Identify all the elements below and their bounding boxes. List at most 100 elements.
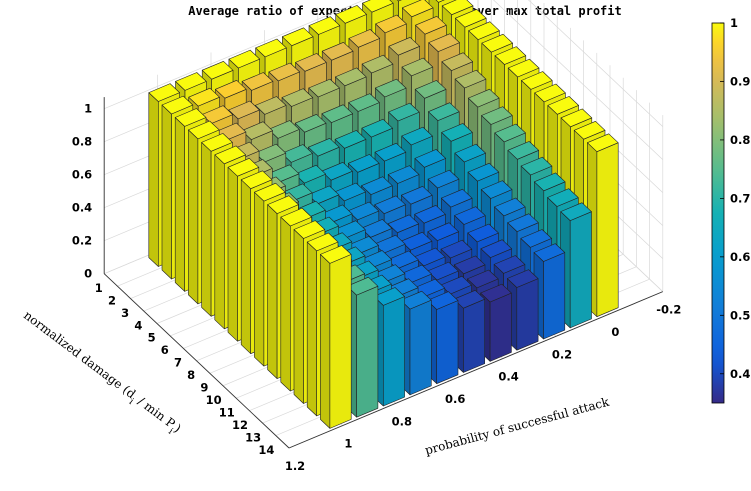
bar-top-face xyxy=(361,118,393,138)
bar-top-face xyxy=(401,0,434,18)
bar-side-face xyxy=(293,229,304,404)
bar-top-face xyxy=(560,202,592,221)
bar-front-face xyxy=(409,299,432,396)
x-tick-label: 0.6 xyxy=(445,392,465,406)
y-tick-label: 2 xyxy=(108,293,116,307)
bar-top-face xyxy=(388,36,420,56)
bar-top-face xyxy=(175,72,207,91)
bar-top-face xyxy=(494,123,526,143)
bar-top-face xyxy=(428,33,460,52)
bar-top-face xyxy=(188,120,220,140)
bar-top-face xyxy=(467,269,499,289)
bar-top-face xyxy=(467,162,500,182)
y-tick-label: 5 xyxy=(148,331,156,345)
bar-side-face xyxy=(280,216,291,392)
bar xyxy=(587,133,619,318)
bar-top-face xyxy=(453,255,486,275)
y-axis-line xyxy=(103,273,290,449)
bar-top-face xyxy=(214,145,246,165)
bar-top-face xyxy=(227,158,260,177)
y-tick-label: 6 xyxy=(161,343,169,357)
colorbar: 0.4 0.5 0.6 0.7 0.8 0.9 1 xyxy=(711,16,750,404)
bar-top-face xyxy=(161,95,194,115)
bar-top-face xyxy=(174,108,207,127)
bar-top-face xyxy=(454,206,486,225)
bar xyxy=(506,269,539,351)
bar-top-face xyxy=(427,169,460,189)
bar-top-face xyxy=(481,33,513,53)
colorbar-gradient xyxy=(711,22,725,404)
bar-top-face xyxy=(308,16,341,35)
bar-top-face xyxy=(335,67,367,87)
y-tick-label: 12 xyxy=(232,418,248,432)
bar-top-face xyxy=(228,100,260,120)
bar-top-face xyxy=(494,46,527,65)
bar-top-face xyxy=(375,14,407,34)
bar-top-face xyxy=(148,83,180,102)
bar-front-face xyxy=(329,254,352,429)
bar-front-face xyxy=(516,278,539,351)
colorbar-ticks: 0.4 0.5 0.6 0.7 0.8 0.9 1 xyxy=(720,16,750,381)
bar-top-face xyxy=(435,0,445,3)
colorbar-tick-label: 0.5 xyxy=(730,308,750,322)
bar-top-face xyxy=(215,80,247,99)
x-tick-label: -0.2 xyxy=(656,303,681,317)
bar-top-face xyxy=(480,239,513,258)
bar-top-face xyxy=(348,29,381,48)
bar-top-face xyxy=(587,133,619,152)
bar-top-face xyxy=(480,180,513,199)
bar-top-face xyxy=(254,182,286,202)
bar-top-face xyxy=(454,69,487,89)
bar xyxy=(560,202,592,329)
bar-front-face xyxy=(463,298,486,373)
y-tick-label: 9 xyxy=(200,381,208,395)
bar-top-face xyxy=(468,21,500,40)
bar-top-face xyxy=(374,78,407,98)
bar-top-face xyxy=(454,143,486,163)
bar-top-face xyxy=(320,245,352,264)
y-tick-label: 13 xyxy=(245,430,261,444)
colorbar-tick-label: 0.6 xyxy=(730,250,750,264)
bars xyxy=(148,0,619,429)
x-tick-label: 0 xyxy=(611,325,619,339)
axis-ticks: 1.210.80.60.40.20-0.21234567891011121314… xyxy=(72,102,682,473)
grid-line xyxy=(493,0,664,160)
bar-top-face xyxy=(440,239,473,259)
y-axis-label-sub2: i xyxy=(166,427,174,437)
bar-top-face xyxy=(521,71,553,90)
bar-top-face xyxy=(401,186,433,205)
bar-top-face xyxy=(441,0,474,15)
bar-top-face xyxy=(308,78,340,98)
bar xyxy=(346,276,379,418)
y-tick-label: 11 xyxy=(219,405,235,419)
bar-top-face xyxy=(520,229,552,248)
bar-top-face xyxy=(335,5,367,24)
bar xyxy=(453,289,486,373)
bar-top-face xyxy=(547,188,579,207)
bar-front-face xyxy=(543,252,566,340)
bar-top-face xyxy=(188,87,220,107)
bar-top-face xyxy=(255,38,287,58)
bar-front-face xyxy=(596,142,619,318)
bar-top-face xyxy=(506,269,539,288)
bar-front-face xyxy=(489,292,512,362)
bar-top-face xyxy=(428,102,460,121)
bar-top-face xyxy=(280,207,312,227)
bar-top-face xyxy=(388,102,420,122)
bar-top-face xyxy=(361,54,394,74)
y-tick-label: 1 xyxy=(95,281,103,295)
bar-top-face xyxy=(401,126,433,146)
bar-top-face xyxy=(441,52,474,71)
bar-top-face xyxy=(387,165,420,184)
bar-top-face xyxy=(397,0,402,2)
bar-top-face xyxy=(507,141,540,160)
bar-top-face xyxy=(374,195,406,214)
bar-top-face xyxy=(255,96,287,115)
bar-top-face xyxy=(547,96,579,115)
bar-top-face xyxy=(308,138,340,157)
bar-top-face xyxy=(507,58,540,78)
z-tick-label: 0 xyxy=(84,267,92,281)
bar-top-face xyxy=(267,195,299,214)
bar-side-face xyxy=(161,104,172,280)
